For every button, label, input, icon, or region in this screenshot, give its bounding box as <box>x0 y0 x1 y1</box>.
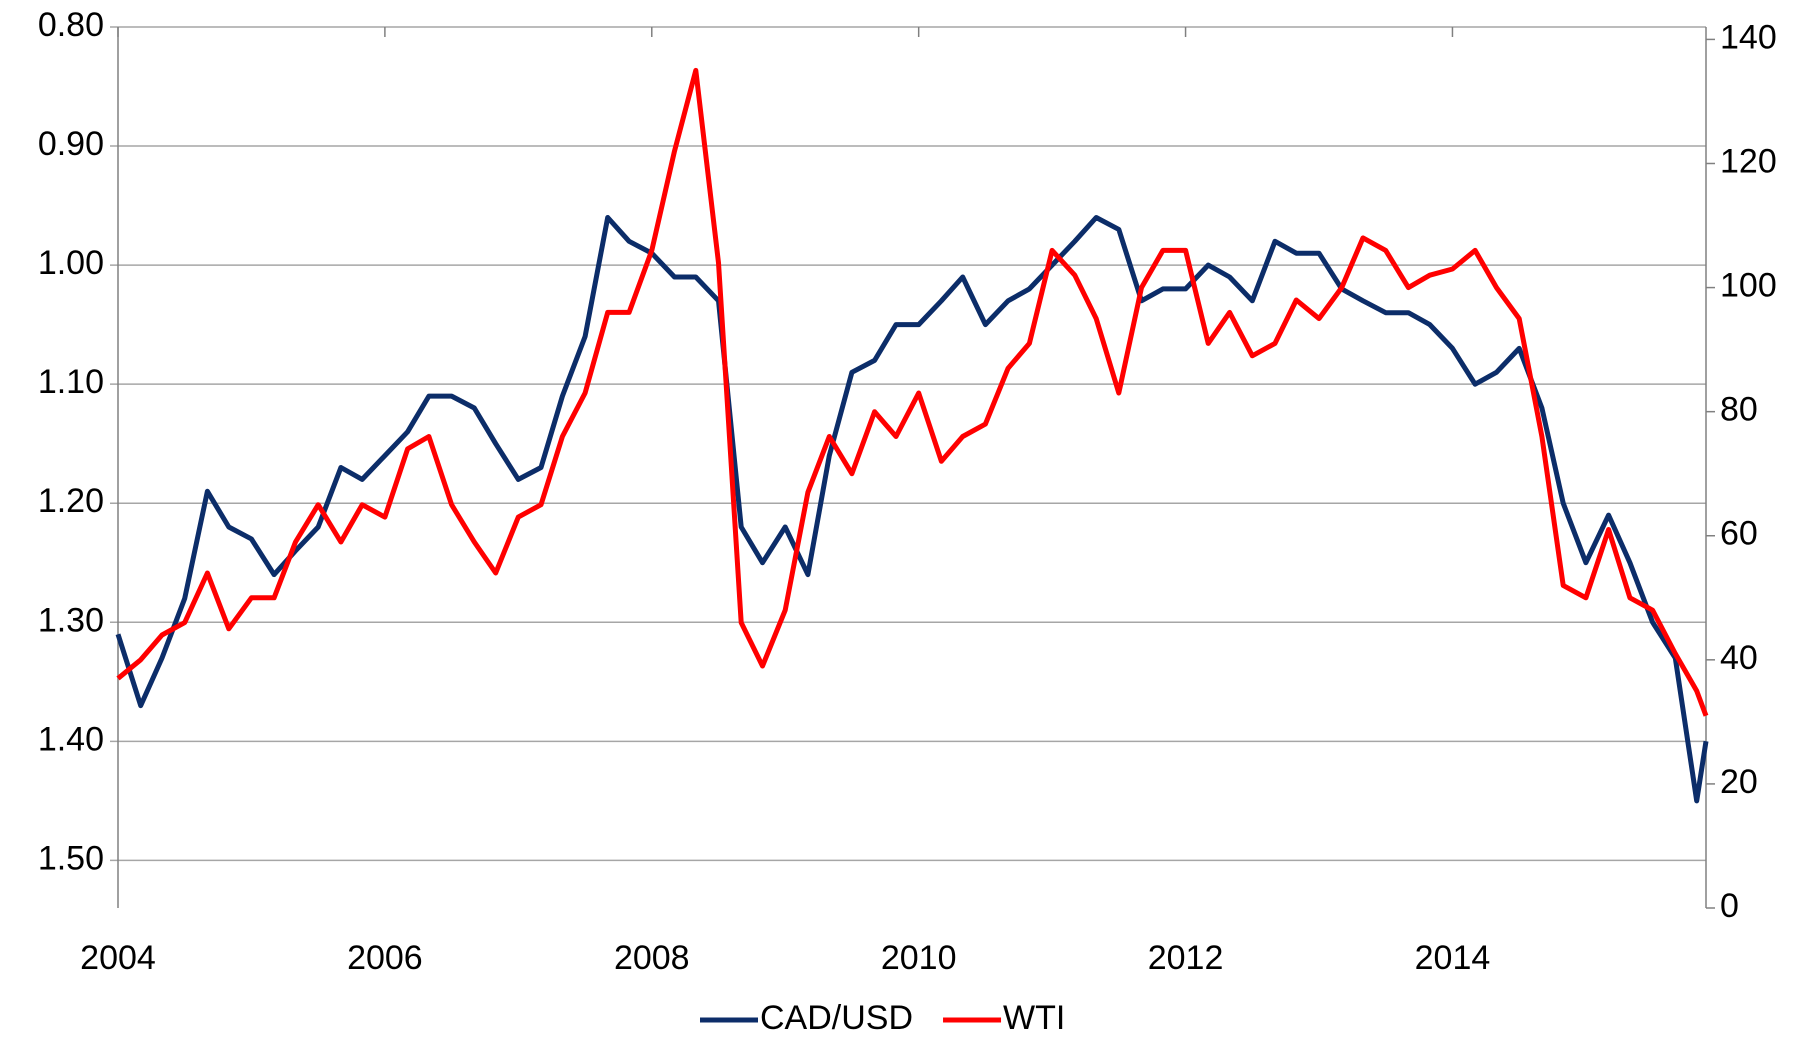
y2-tick-label: 40 <box>1720 639 1758 677</box>
y2-tick-label: 0 <box>1720 887 1739 925</box>
series-line <box>116 67 1709 717</box>
y-tick-label: 1.10 <box>38 363 104 401</box>
legend-label: WTI <box>1003 999 1065 1037</box>
y-tick-label: 1.50 <box>38 839 104 877</box>
legend-label: CAD/USD <box>760 999 913 1037</box>
x-tick-label: 2014 <box>1415 939 1491 977</box>
x-tick-label: 2008 <box>614 939 690 977</box>
y-tick-label: 0.90 <box>38 125 104 163</box>
y-tick-label: 1.30 <box>38 601 104 639</box>
series-line <box>115 215 1709 804</box>
y-tick-label: 1.20 <box>38 482 104 520</box>
y-tick-label: 0.80 <box>38 6 104 44</box>
x-tick-label: 2006 <box>347 939 423 977</box>
y2-tick-label: 20 <box>1720 763 1758 801</box>
y2-tick-label: 100 <box>1720 267 1777 305</box>
y2-tick-label: 140 <box>1720 18 1777 56</box>
x-tick-label: 2010 <box>881 939 957 977</box>
x-tick-label: 2012 <box>1148 939 1224 977</box>
y2-tick-label: 120 <box>1720 142 1777 180</box>
y-tick-label: 1.00 <box>38 244 104 282</box>
y-tick-label: 1.40 <box>38 720 104 758</box>
y2-tick-label: 80 <box>1720 391 1758 429</box>
x-tick-label: 2004 <box>80 939 156 977</box>
y2-tick-label: 60 <box>1720 515 1758 553</box>
